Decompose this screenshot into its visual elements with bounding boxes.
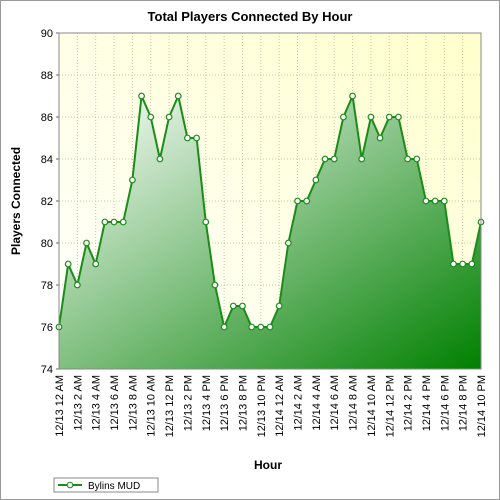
y-tick-label: 84 — [41, 154, 53, 166]
marker — [239, 302, 246, 310]
marker — [110, 218, 118, 226]
marker — [202, 218, 210, 226]
marker — [312, 176, 320, 184]
x-tick-label: 12/13 4 PM — [201, 375, 213, 431]
x-tick-label: 12/14 2 AM — [293, 375, 305, 431]
x-axis-label: Hour — [254, 458, 282, 472]
marker — [303, 197, 311, 205]
y-tick-label: 76 — [41, 322, 53, 334]
plot-border — [58, 32, 482, 370]
marker — [193, 134, 201, 142]
marker — [284, 239, 292, 247]
marker — [339, 113, 347, 121]
x-tick-label: 12/14 4 AM — [311, 375, 323, 431]
marker — [220, 323, 228, 331]
y-tick-label: 78 — [41, 280, 53, 292]
marker — [138, 92, 145, 100]
marker — [83, 239, 90, 247]
x-tick-label: 12/14 10 PM — [476, 375, 488, 437]
marker — [367, 113, 375, 121]
marker — [266, 323, 274, 331]
marker — [64, 260, 72, 268]
marker — [101, 218, 109, 226]
marker — [413, 155, 421, 163]
x-tick-label: 12/14 12 PM — [384, 375, 396, 437]
marker — [128, 176, 136, 184]
legend — [53, 477, 159, 493]
y-tick-label: 74 — [41, 364, 53, 376]
marker — [73, 281, 81, 289]
marker — [294, 197, 301, 205]
x-tick-label: 12/14 2 PM — [403, 375, 415, 431]
marker — [147, 113, 155, 121]
legend-label: Bylins MUD — [88, 481, 140, 492]
legend-marker — [66, 481, 74, 489]
x-tick-label: 12/14 6 AM — [329, 375, 341, 431]
marker — [440, 197, 448, 205]
marker — [349, 92, 356, 100]
marker — [468, 260, 476, 268]
marker — [459, 260, 467, 268]
marker — [229, 302, 237, 310]
x-tick-label: 12/14 8 AM — [348, 375, 360, 431]
y-tick-label: 88 — [41, 70, 53, 82]
marker — [431, 197, 439, 205]
x-tick-label: 12/14 6 PM — [439, 375, 451, 431]
x-tick-label: 12/13 12 PM — [164, 375, 176, 437]
marker — [211, 281, 219, 289]
marker — [92, 260, 100, 268]
x-tick-label: 12/13 4 AM — [91, 375, 103, 431]
marker — [422, 197, 430, 205]
x-tick-label: 12/13 6 AM — [109, 375, 121, 431]
area — [59, 96, 481, 369]
marker — [257, 323, 265, 331]
x-tick-label: 12/13 2 PM — [182, 375, 194, 431]
x-tick-label: 12/13 8 AM — [127, 375, 139, 431]
y-tick-label: 80 — [41, 238, 53, 250]
x-tick-label: 12/13 2 AM — [72, 375, 84, 431]
x-tick-label: 12/14 12 AM — [274, 375, 286, 437]
marker — [385, 113, 393, 121]
y-tick-label: 82 — [41, 196, 53, 208]
marker — [321, 155, 329, 163]
chart-title: Total Players Connected By Hour — [148, 9, 353, 24]
marker — [119, 218, 127, 226]
x-tick-label: 12/13 8 PM — [237, 375, 249, 431]
marker — [404, 155, 412, 163]
x-tick-label: 12/13 10 AM — [146, 375, 158, 437]
y-tick-label: 90 — [41, 28, 53, 40]
marker — [275, 302, 283, 310]
marker — [165, 113, 173, 121]
marker — [330, 155, 338, 163]
x-tick-label: 12/14 4 PM — [421, 375, 433, 431]
marker — [156, 155, 164, 163]
y-axis-label: Players Connected — [9, 147, 23, 255]
x-tick-label: 12/13 12 AM — [54, 375, 66, 437]
x-tick-label: 12/14 10 AM — [366, 375, 378, 437]
x-tick-label: 12/13 6 PM — [219, 375, 231, 431]
marker — [376, 134, 384, 142]
x-tick-label: 12/13 10 PM — [256, 375, 268, 437]
marker — [450, 260, 457, 268]
marker — [174, 92, 182, 100]
marker — [358, 155, 366, 163]
y-tick-label: 86 — [41, 112, 53, 124]
marker — [395, 113, 402, 121]
x-tick-label: 12/14 8 PM — [458, 375, 470, 431]
marker — [184, 134, 191, 142]
marker — [248, 323, 256, 331]
